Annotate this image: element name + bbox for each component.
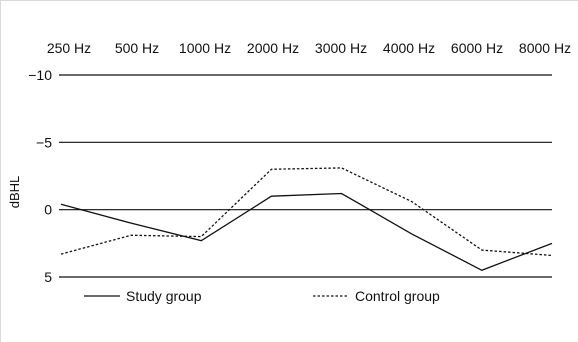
y-tick-label: −5 (36, 134, 52, 150)
x-tick-labels: 250 Hz 500 Hz 1000 Hz 2000 Hz 3000 Hz 4000 Hz… (47, 40, 571, 56)
legend: Study group Control group (84, 288, 440, 304)
y-tick-label: 0 (44, 202, 52, 218)
x-tick-label: 3000 Hz (315, 40, 367, 56)
y-axis-label: dBHL (7, 176, 22, 209)
x-tick-label: 500 Hz (115, 40, 159, 56)
x-tick-label: 6000 Hz (451, 40, 503, 56)
x-tick-label: 8000 Hz (519, 40, 571, 56)
y-tick-label: −10 (28, 67, 52, 83)
x-tick-label: 4000 Hz (383, 40, 435, 56)
x-tick-label: 2000 Hz (247, 40, 299, 56)
y-tick-labels: −10 −5 0 5 (28, 67, 52, 285)
legend-label: Control group (355, 288, 440, 304)
x-tick-label: 1000 Hz (179, 40, 231, 56)
series-line-0 (60, 192, 553, 271)
legend-label: Study group (126, 288, 202, 304)
series-lines (60, 167, 553, 271)
series-line-1 (60, 167, 553, 257)
y-tick-label: 5 (44, 269, 52, 285)
x-tick-label: 250 Hz (47, 40, 91, 56)
gridlines (59, 74, 552, 278)
